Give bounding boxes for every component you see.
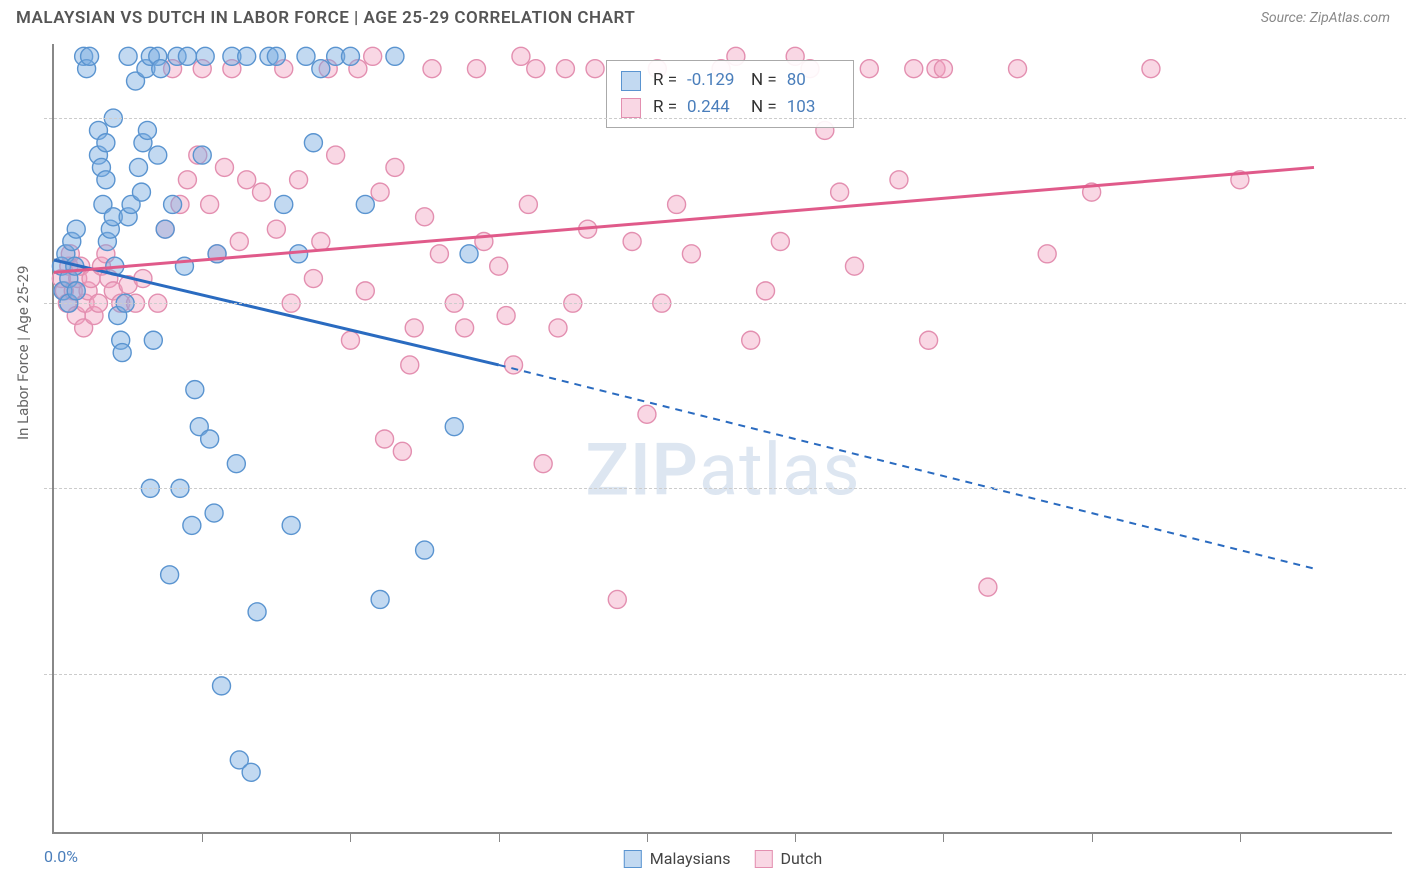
scatter-svg [54, 44, 1314, 834]
legend-swatch-series1 [624, 850, 642, 868]
legend-label-series1: Malaysians [650, 849, 731, 868]
legend-item-series2: Dutch [754, 849, 822, 868]
legend-item-series1: Malaysians [624, 849, 731, 868]
x-tick [795, 832, 796, 842]
x-tick [943, 832, 944, 842]
x-tick [499, 832, 500, 842]
x-tick [1092, 832, 1093, 842]
gridline-h [44, 488, 1406, 489]
y-tick-label: 100.0% [1402, 109, 1406, 128]
chart-title: MALAYSIAN VS DUTCH IN LABOR FORCE | AGE … [16, 8, 635, 28]
gridline-h [44, 303, 1406, 304]
y-tick-label: 70.0% [1402, 479, 1406, 498]
series-legend: Malaysians Dutch [624, 849, 822, 868]
swatch-series2 [621, 98, 641, 118]
swatch-series1 [621, 71, 641, 91]
x-tick [202, 832, 203, 842]
x-tick [1240, 832, 1241, 842]
legend-label-series2: Dutch [780, 849, 822, 868]
gridline-h [44, 118, 1406, 119]
x-axis-start-label: 0.0% [44, 847, 78, 866]
y-axis-title: In Labor Force | Age 25-29 [14, 266, 32, 440]
legend-swatch-series2 [754, 850, 772, 868]
y-tick-label: 55.0% [1402, 664, 1406, 683]
y-tick-label: 85.0% [1402, 294, 1406, 313]
gridline-h [44, 674, 1406, 675]
x-tick [647, 832, 648, 842]
chart-plot-area: ZIPatlas R = -0.129 N = 80 R = 0.244 N =… [52, 44, 1392, 834]
x-tick [350, 832, 351, 842]
source-attribution: Source: ZipAtlas.com [1261, 10, 1390, 26]
stats-row-series1: R = -0.129 N = 80 [621, 67, 839, 94]
